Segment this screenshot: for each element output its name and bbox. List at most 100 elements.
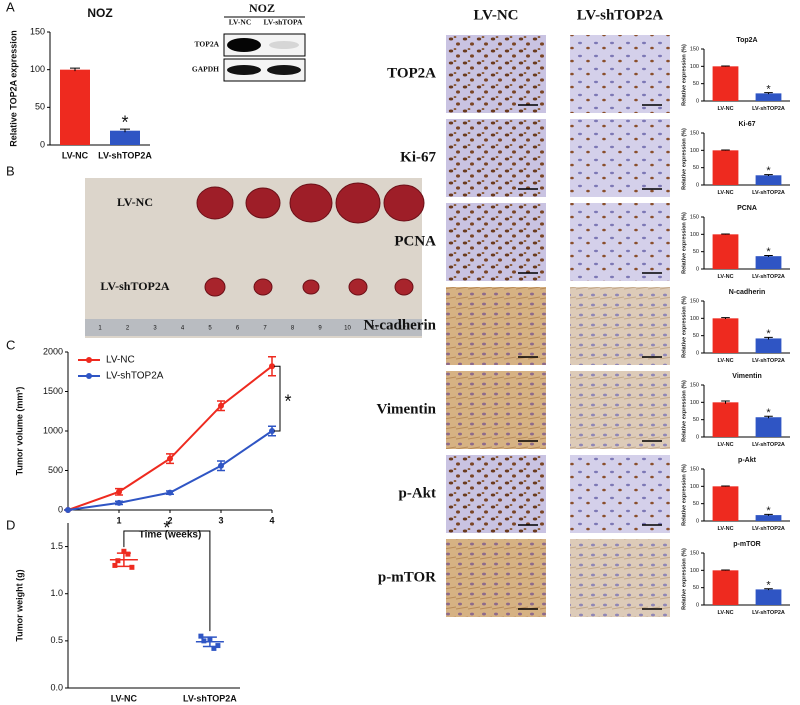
x-tick-label: 4 [269,515,274,525]
point [218,402,224,409]
point [125,551,131,557]
x-tick-label: LV-shTOP2A [752,190,785,196]
y-tick-label: 100 [690,568,699,574]
bar [712,402,739,437]
error-bar [120,128,130,133]
ihc-image [446,455,546,533]
annotation: * [766,83,771,95]
y-tick-label: 100 [690,400,699,406]
y-tick-label: 100 [30,64,45,74]
tumor [289,183,333,223]
point [112,562,118,568]
point [121,548,127,554]
ruler [85,319,422,336]
blot-column: LV-NC [229,18,252,27]
y-tick-label: 150 [690,550,699,556]
x-tick-label: LV-NC [717,190,733,196]
y-tick-label: 0 [58,504,63,514]
chart-title: Ki-67 [738,121,755,128]
y-tick-label: 0 [696,98,699,104]
y-tick-label: 150 [690,130,699,136]
ruler-number: 9 [318,326,322,332]
chart-title: N-cadherin [729,289,766,296]
error-bar [721,400,730,404]
annotation: * [766,246,771,258]
point [65,507,71,513]
x-tick-label: LV-shTOP2A [752,526,785,532]
ihc-image [570,203,670,281]
y-tick-label: 50 [693,585,699,591]
y-tick-label: 50 [693,165,699,171]
y-tick-label: 150 [30,26,45,36]
ihc-row: p-Akt [398,485,436,501]
x-tick-label: 1 [116,515,121,525]
bar [712,150,739,185]
annotation: * [766,579,771,591]
y-axis-label: Relative expression (%) [681,296,687,358]
ruler-number: 12 [399,326,406,332]
annotation: * [766,165,771,177]
error-bar [764,92,773,95]
ihc-row: Ki-67 [400,149,436,165]
error-bar [764,336,773,340]
ihc-row: p-mTOR [378,569,436,585]
bar [712,570,739,605]
point [218,462,224,469]
y-tick-label: 0 [696,518,699,524]
x-tick-label: LV-NC [717,442,733,448]
point [129,564,135,570]
y-tick-label: 100 [690,484,699,490]
error-bar [721,569,730,571]
blot-row: GAPDH [192,65,219,74]
y-axis-label: Relative expression (%) [681,128,687,190]
sd-bar [116,552,131,568]
point [211,645,217,651]
point [201,638,207,644]
point [269,363,275,370]
annotation: * [163,518,170,538]
ihc-image [570,287,670,365]
ihc-image [570,35,670,113]
ihc-row: N-cadherin [364,317,437,333]
ruler-number: 11 [372,326,379,332]
error-bar [764,254,773,257]
x-tick-label: LV-shTOP2A [752,610,785,616]
bar [755,417,782,437]
blot-column: LV-shTOPA [264,18,303,27]
ruler-number: 6 [236,326,240,332]
y-tick-label: 100 [690,64,699,70]
point [215,643,221,649]
error-bar [70,67,80,72]
chart-title: PCNA [737,205,757,212]
error-bar [764,513,773,516]
blot-band [227,65,261,75]
blot-box [223,58,306,82]
y-axis-label: Tumor volume (mm³) [14,387,24,476]
blot-band [269,41,299,49]
tumor [253,278,273,296]
y-tick-label: 50 [693,501,699,507]
y-tick-label: 0 [696,434,699,440]
bar [755,175,782,185]
x-tick-label: LV-shTOP2A [752,442,785,448]
bar [712,486,739,521]
point [198,633,204,639]
y-tick-label: 100 [690,148,699,154]
ihc-row: TOP2A [387,65,436,81]
ruler-number: 2 [126,326,130,332]
y-tick-label: 150 [690,46,699,52]
bar [755,515,782,521]
ruler-number: 10 [344,326,351,332]
y-axis-label: Relative expression (%) [681,464,687,526]
ihc-image [446,119,546,197]
ihc-image [446,203,546,281]
y-tick-label: 150 [690,298,699,304]
blot-band [267,65,301,75]
ihc-image [446,371,546,449]
bar [712,234,739,269]
bracket [274,365,281,432]
y-tick-label: 50 [693,81,699,87]
y-tick-label: 0 [696,266,699,272]
annotation: * [766,407,771,419]
